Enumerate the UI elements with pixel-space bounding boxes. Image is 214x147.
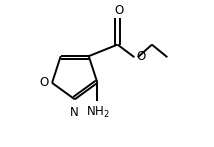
Text: O: O (136, 50, 145, 63)
Text: O: O (39, 76, 49, 89)
Text: O: O (114, 4, 124, 17)
Text: N: N (70, 106, 79, 119)
Text: NH$_2$: NH$_2$ (86, 105, 109, 120)
